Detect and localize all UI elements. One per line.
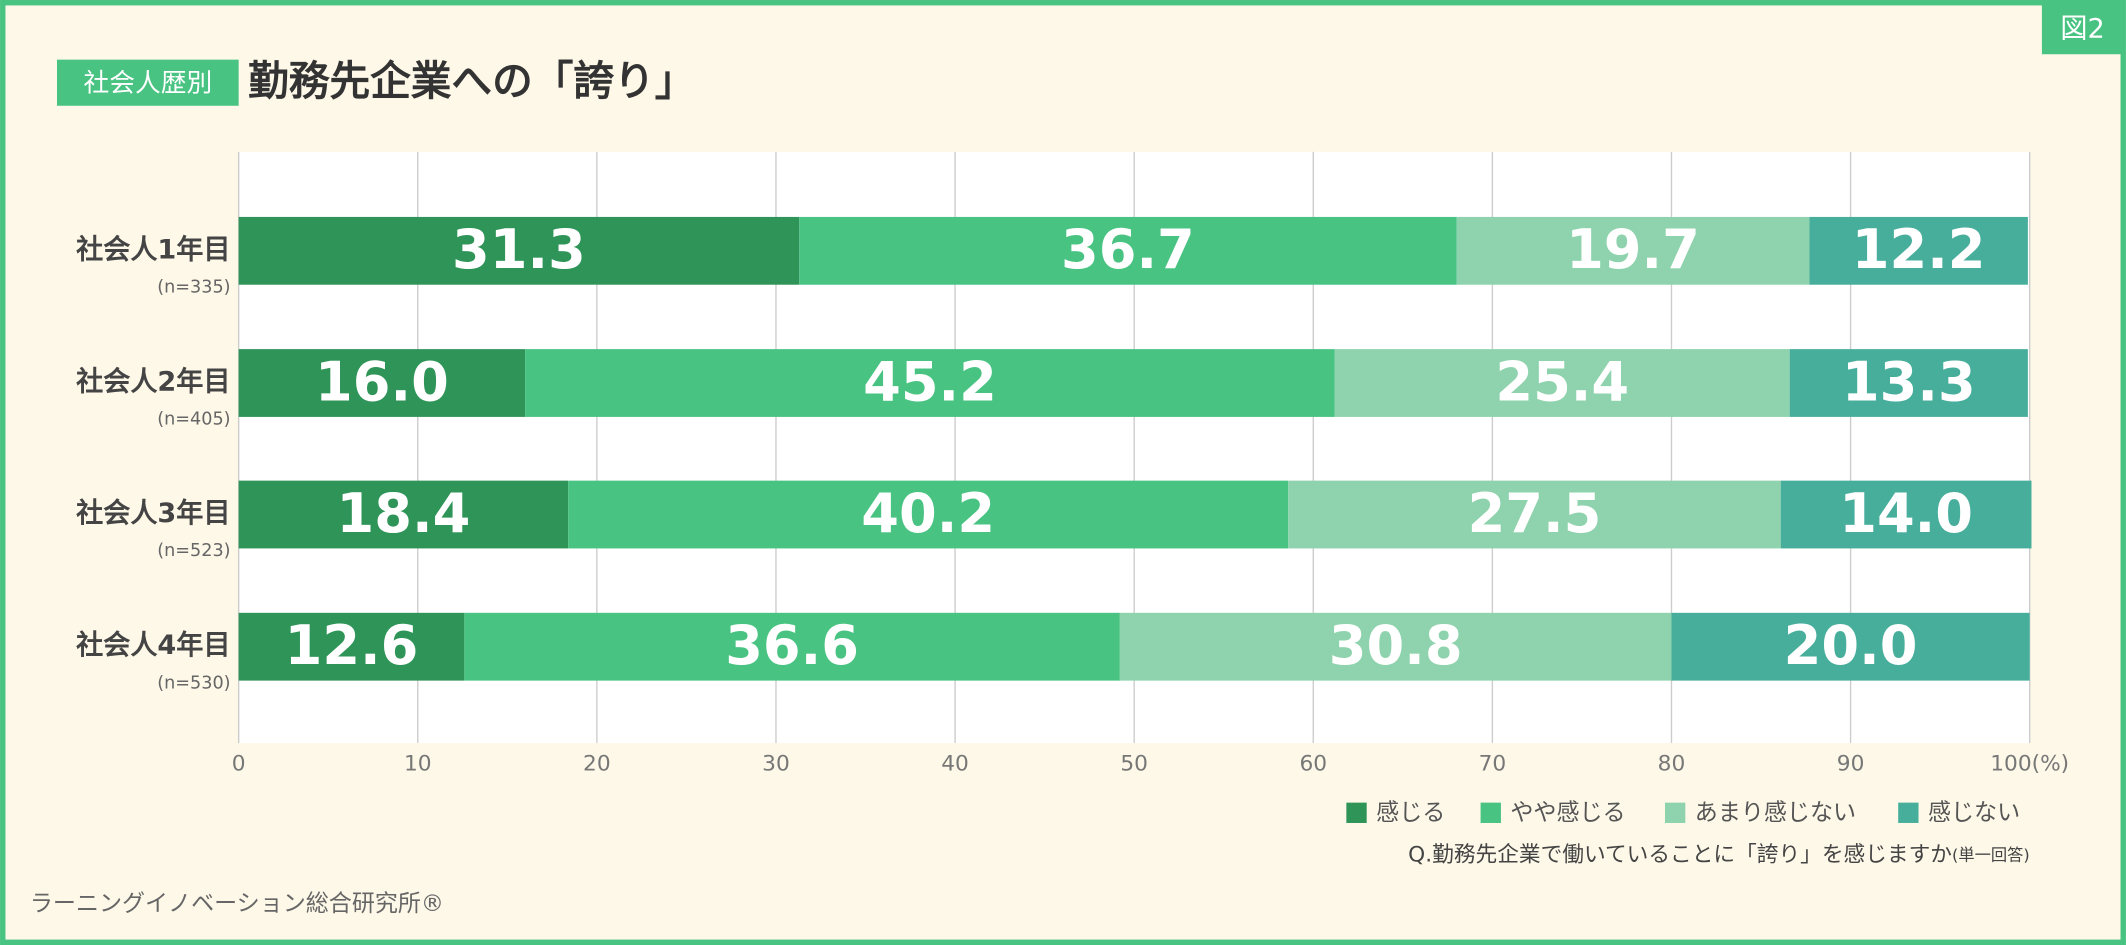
bar-segment [238,480,569,549]
bar-segment [1780,480,2032,549]
x-tick-label: 30 [762,752,790,777]
bar-segment [238,612,465,681]
value-label: 13.3 [1842,350,1976,413]
chart-title: 勤務先企業への「誇り」 [248,57,695,105]
title-tag-bg [56,59,239,106]
x-tick-label: 60 [1299,752,1327,777]
bar-segment [238,216,800,285]
sample-size: (n=405) [157,410,230,430]
value-label: 18.4 [337,482,471,545]
x-tick-label: 0 [232,752,246,777]
question-note: (単一回答) [1952,845,2030,864]
bar-segment [1288,480,1781,549]
value-label: 45.2 [863,350,997,413]
legend-label: あまり感じない [1695,800,1856,826]
value-label: 19.7 [1566,218,1700,281]
legend-label: 感じる [1376,800,1445,826]
bar-segment [1334,349,1790,417]
category-label: 社会人4年目 [76,629,230,661]
x-tick-label: 70 [1479,752,1507,777]
source: ラーニングイノベーション総合研究所® [30,891,444,917]
value-label: 30.8 [1329,614,1463,677]
legend-swatch [1898,802,1919,823]
legend-swatch [1664,802,1686,823]
sample-size: (n=530) [157,673,230,693]
x-tick-label: 80 [1658,752,1686,777]
bar-segment [799,216,1457,285]
value-label: 20.0 [1784,614,1918,677]
bar-segment [1671,612,2030,681]
bar-segment [568,480,1289,549]
value-label: 36.7 [1061,218,1195,281]
value-label: 31.3 [452,218,586,281]
legend-label: 感じない [1928,800,2020,826]
bar-segment [1789,349,2028,417]
figure-tag-bg [2041,2,2124,55]
bar-segment [1456,216,1810,285]
value-label: 14.0 [1839,482,1973,545]
x-tick-label: 100(%) [1990,752,2069,777]
category-label: 社会人3年目 [76,497,230,529]
legend-label: やや感じる [1510,800,1625,826]
value-label: 12.6 [285,614,419,677]
title-tag: 社会人歴別 [83,69,212,99]
bar-segment [464,612,1120,681]
question: Q.勤務先企業で働いていることに「誇り」を感じますか(単一回答) [1408,843,2030,868]
value-label: 40.2 [861,482,995,545]
bar-segment [238,349,526,417]
x-tick-label: 90 [1837,752,1865,777]
legend-swatch [1346,802,1367,823]
value-label: 25.4 [1495,350,1629,413]
sample-size: (n=335) [157,277,230,297]
value-label: 36.6 [725,614,859,677]
x-tick-label: 50 [1120,752,1148,777]
category-label: 社会人1年目 [76,233,230,265]
category-label: 社会人2年目 [76,366,230,398]
x-tick-label: 40 [941,752,969,777]
question-text: Q.勤務先企業で働いていることに「誇り」を感じますか [1408,843,1952,868]
x-tick-label: 20 [583,752,611,777]
x-tick-label: 10 [404,752,432,777]
bar-segment [525,349,1335,417]
bar-segment [1809,216,2028,285]
bar-segment [1119,612,1672,681]
plot: 0 10 20 30 40 50 60 70 80 90 100(%) 社会人1年目 (n=335) 31… [76,151,2069,826]
value-label: 12.2 [1852,218,1986,281]
value-label: 27.5 [1468,482,1602,545]
value-label: 16.0 [315,350,449,413]
legend-swatch [1480,802,1501,823]
sample-size: (n=523) [157,541,230,561]
figure-number: 図2 [2060,13,2104,44]
